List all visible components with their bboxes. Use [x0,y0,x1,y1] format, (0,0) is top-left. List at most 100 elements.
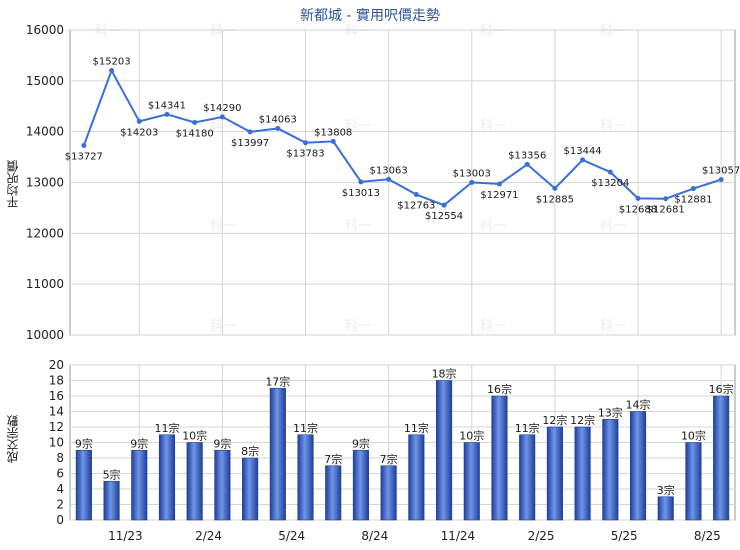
volume-bar [491,395,508,521]
price-tick-label: 16000 [26,23,64,37]
watermark-text: 科一 [345,218,371,234]
price-data-label: $12763 [397,201,435,212]
volume-data-label: 16宗 [709,382,734,396]
volume-bar [629,411,647,521]
watermark-text: 科一 [210,218,236,234]
volume-data-label: 9宗 [213,436,231,450]
volume-tick-label: 16 [49,389,64,403]
price-data-label: $13727 [65,152,103,163]
price-point [663,196,669,202]
volume-tick-label: 0 [56,513,64,527]
volume-tick-label: 20 [49,358,64,372]
watermark-text: 科一 [95,23,121,39]
volume-bar [657,496,674,521]
price-point [192,120,198,126]
volume-data-label: 10宗 [182,429,207,443]
price-point [358,179,364,185]
volume-bar [75,449,92,521]
volume-data-label: 12宗 [542,413,567,427]
price-data-label: $13057 [702,166,740,177]
volume-bar [352,449,369,521]
price-data-label: $13013 [342,188,380,199]
price-point [136,118,142,124]
volume-data-label: 16宗 [487,382,512,396]
volume-data-label: 8宗 [241,444,259,458]
price-data-label: $14180 [176,129,214,140]
watermark-text: 科一 [345,23,371,39]
volume-bar [297,434,314,521]
price-point [718,177,724,183]
volume-data-label: 7宗 [324,452,342,466]
watermark-text: 科一 [210,118,236,134]
price-point [690,186,696,192]
price-data-label: $14063 [259,114,297,125]
price-data-label: $15203 [92,57,130,68]
x-tick-label: 8/25 [694,529,721,543]
price-point [441,202,447,208]
volume-tick-label: 18 [49,374,64,388]
volume-data-label: 10宗 [681,429,706,443]
x-tick-label: 2/25 [528,529,555,543]
volume-data-label: 9宗 [75,436,93,450]
price-data-label: $13808 [314,127,352,138]
volume-bar [242,457,259,521]
volume-tick-label: 6 [56,467,64,481]
watermark-text: 科一 [600,23,626,39]
volume-data-label: 5宗 [103,467,121,481]
price-data-label: $13063 [370,165,408,176]
price-data-label: $13783 [286,149,324,160]
price-point [247,129,253,135]
volume-tick-label: 4 [56,482,64,496]
price-point [330,138,336,144]
price-point [386,176,392,182]
volume-bar [602,418,619,521]
volume-chart: 024681012141618209宗5宗9宗11宗10宗9宗8宗17宗11宗7… [49,358,736,543]
volume-data-label: 13宗 [598,405,623,419]
watermark-text: 科一 [480,318,506,334]
price-data-label: $13997 [231,138,269,149]
watermark-text: 科一 [345,118,371,134]
x-tick-label: 11/23 [108,529,143,543]
volume-tick-label: 8 [56,451,64,465]
volume-bar [713,395,730,521]
volume-bar [685,442,702,521]
volume-bar [325,465,342,521]
watermark-text: 科一 [600,318,626,334]
price-data-label: $13356 [508,150,546,161]
price-tick-label: 12000 [26,226,64,240]
price-data-label: $12688 [619,204,657,215]
x-tick-label: 11/24 [441,529,476,543]
volume-bar [574,426,591,521]
x-tick-label: 2/24 [195,529,222,543]
volume-data-label: 9宗 [352,436,370,450]
watermark-text: 科一 [600,218,626,234]
x-tick-label: 8/24 [361,529,388,543]
volume-data-label: 11宗 [404,421,429,435]
price-tick-label: 10000 [26,328,64,342]
price-line [82,68,722,207]
volume-bar [131,449,148,521]
volume-data-label: 12宗 [570,413,595,427]
price-point [635,195,641,201]
price-data-label: $13444 [564,146,602,157]
volume-data-label: 17宗 [265,374,290,388]
volume-bar [380,465,397,521]
x-tick-label: 5/24 [278,529,305,543]
price-data-label: $14203 [120,127,158,138]
volume-tick-label: 10 [49,436,64,450]
price-chart: 10000 11000 12000 13000 14000 15000 16000 $1372… [26,23,740,444]
volume-bar [546,426,563,521]
volume-tick-label: 12 [49,420,64,434]
volume-data-label: 11宗 [293,421,318,435]
volume-bar [269,387,286,521]
volume-bar [436,380,453,521]
volume-data-label: 18宗 [432,367,457,381]
volume-data-label: 11宗 [154,421,179,435]
price-point [496,181,502,187]
price-point [109,68,115,74]
watermark-text: 科一 [480,23,506,39]
price-point [552,185,558,191]
watermark-text: 科一 [480,218,506,234]
price-tick-label: 11000 [26,277,64,291]
